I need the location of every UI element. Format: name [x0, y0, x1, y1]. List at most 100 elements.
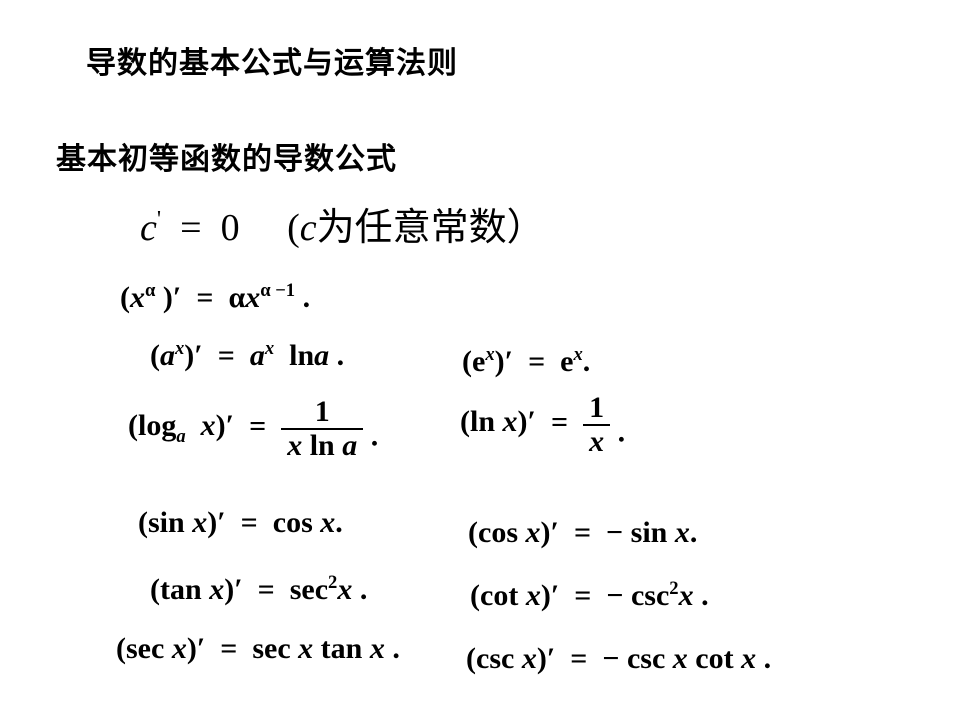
- prime-mark: ': [157, 206, 161, 232]
- log-fn: log: [138, 409, 176, 442]
- rhs-fn: sec: [290, 573, 328, 606]
- formula-sin: (sinx)′ = cosx.: [138, 506, 343, 540]
- lp: (: [120, 281, 130, 314]
- formula-ax: (ax)′ = ax lna .: [150, 338, 344, 373]
- lhs-arg: x: [526, 516, 541, 549]
- prime: ′: [197, 632, 205, 665]
- lp: (: [468, 516, 478, 549]
- lhs-arg: x: [192, 506, 207, 539]
- eq: =: [241, 506, 258, 539]
- lp: (: [138, 506, 148, 539]
- eq: =: [528, 345, 545, 378]
- base-x: x: [130, 281, 145, 314]
- tail: .: [352, 573, 367, 606]
- rp: ): [187, 632, 197, 665]
- section-subtitle: 基本初等函数的导数公式: [56, 134, 397, 178]
- var-c: c: [140, 207, 157, 249]
- lhs-arg: x: [522, 642, 537, 675]
- formula-power: (xα)′ = αxα −1.: [120, 280, 310, 315]
- formula-constant: c' = 0 (c为任意常数）: [140, 196, 545, 251]
- eq: =: [551, 405, 568, 438]
- eq: =: [196, 281, 213, 314]
- prime: ′: [173, 281, 181, 314]
- rhs-a-arg: x: [298, 632, 313, 665]
- formula-cot: (cotx)′ = −csc2x .: [470, 578, 709, 613]
- rp: ): [518, 405, 528, 438]
- formula-csc: (cscx)′ = −cscxcotx .: [466, 642, 771, 676]
- tail: .: [385, 632, 400, 665]
- ln: ln: [289, 339, 314, 372]
- lp: (: [470, 579, 480, 612]
- rp: ): [224, 573, 234, 606]
- prime: ′: [505, 345, 513, 378]
- tail: .: [329, 339, 344, 372]
- rp: ): [184, 339, 194, 372]
- lhs-fn: tan: [160, 573, 202, 606]
- formula-tan: (tanx)′ = sec2x .: [150, 572, 367, 607]
- lhs-arg: x: [209, 573, 224, 606]
- prime: ′: [551, 579, 559, 612]
- denominator: x: [583, 426, 610, 458]
- ln-fn: ln: [470, 405, 495, 438]
- page-title: 导数的基本公式与运算法则: [86, 38, 458, 82]
- rhs-exp: α −1: [260, 280, 295, 301]
- prime: ′: [547, 642, 555, 675]
- note-lp: (: [287, 207, 300, 249]
- lp: (: [150, 339, 160, 372]
- ln-arg: x: [503, 405, 518, 438]
- rhs-a-fn: sec: [252, 632, 290, 665]
- eq: =: [220, 632, 237, 665]
- note-var: c: [300, 207, 317, 249]
- rp: ): [537, 642, 547, 675]
- rp: ): [541, 579, 551, 612]
- tail: .: [756, 642, 771, 675]
- rhs-exp: 2: [328, 572, 337, 593]
- lhs-fn: csc: [476, 642, 514, 675]
- ln-arg: a: [314, 339, 329, 372]
- formula-cos: (cosx)′ = −sinx.: [468, 516, 697, 550]
- formula-ln: (lnx)′ = 1 x .: [460, 392, 625, 457]
- prime: ′: [528, 405, 536, 438]
- log-fraction: 1 xlna: [281, 396, 363, 461]
- exp-x: x: [175, 338, 184, 359]
- rhs-b-arg: x: [370, 632, 385, 665]
- neg: −: [606, 579, 623, 612]
- rhs-zero: 0: [221, 207, 240, 249]
- rp: ): [541, 516, 551, 549]
- note-text: 为任意常数）: [317, 207, 545, 249]
- rhs-fn: cos: [273, 506, 313, 539]
- tail: .: [690, 516, 698, 549]
- prime: ′: [194, 339, 202, 372]
- rhs-base: a: [250, 339, 265, 372]
- lp: (: [462, 345, 472, 378]
- rhs-exp: x: [265, 338, 274, 359]
- rhs-arg: x: [675, 516, 690, 549]
- rhs-a-fn: csc: [627, 642, 665, 675]
- rhs-fn: sin: [631, 516, 668, 549]
- base-e: e: [472, 345, 485, 378]
- rhs-b-fn: cot: [695, 642, 733, 675]
- rp: ): [207, 506, 217, 539]
- prime: ′: [234, 573, 242, 606]
- lhs-arg: x: [526, 579, 541, 612]
- exp-x: x: [485, 344, 494, 365]
- rp: ): [163, 281, 173, 314]
- lhs-fn: cot: [480, 579, 518, 612]
- den-ln: ln: [310, 429, 335, 462]
- rhs-b-arg: x: [741, 642, 756, 675]
- lp: (: [128, 409, 138, 442]
- rp: ): [495, 345, 505, 378]
- rhs-a-arg: x: [673, 642, 688, 675]
- rhs-base: x: [245, 281, 260, 314]
- lp: (: [466, 642, 476, 675]
- ln-fraction: 1 x: [583, 392, 610, 457]
- rhs-b-fn: tan: [321, 632, 363, 665]
- eq: =: [574, 516, 591, 549]
- den-a: a: [342, 429, 357, 462]
- tail: .: [371, 419, 379, 452]
- lp: (: [150, 573, 160, 606]
- formula-ex: (ex)′ = ex.: [462, 344, 590, 379]
- den-x: x: [287, 429, 302, 462]
- tail: .: [694, 579, 709, 612]
- rhs-exp: 2: [669, 578, 678, 599]
